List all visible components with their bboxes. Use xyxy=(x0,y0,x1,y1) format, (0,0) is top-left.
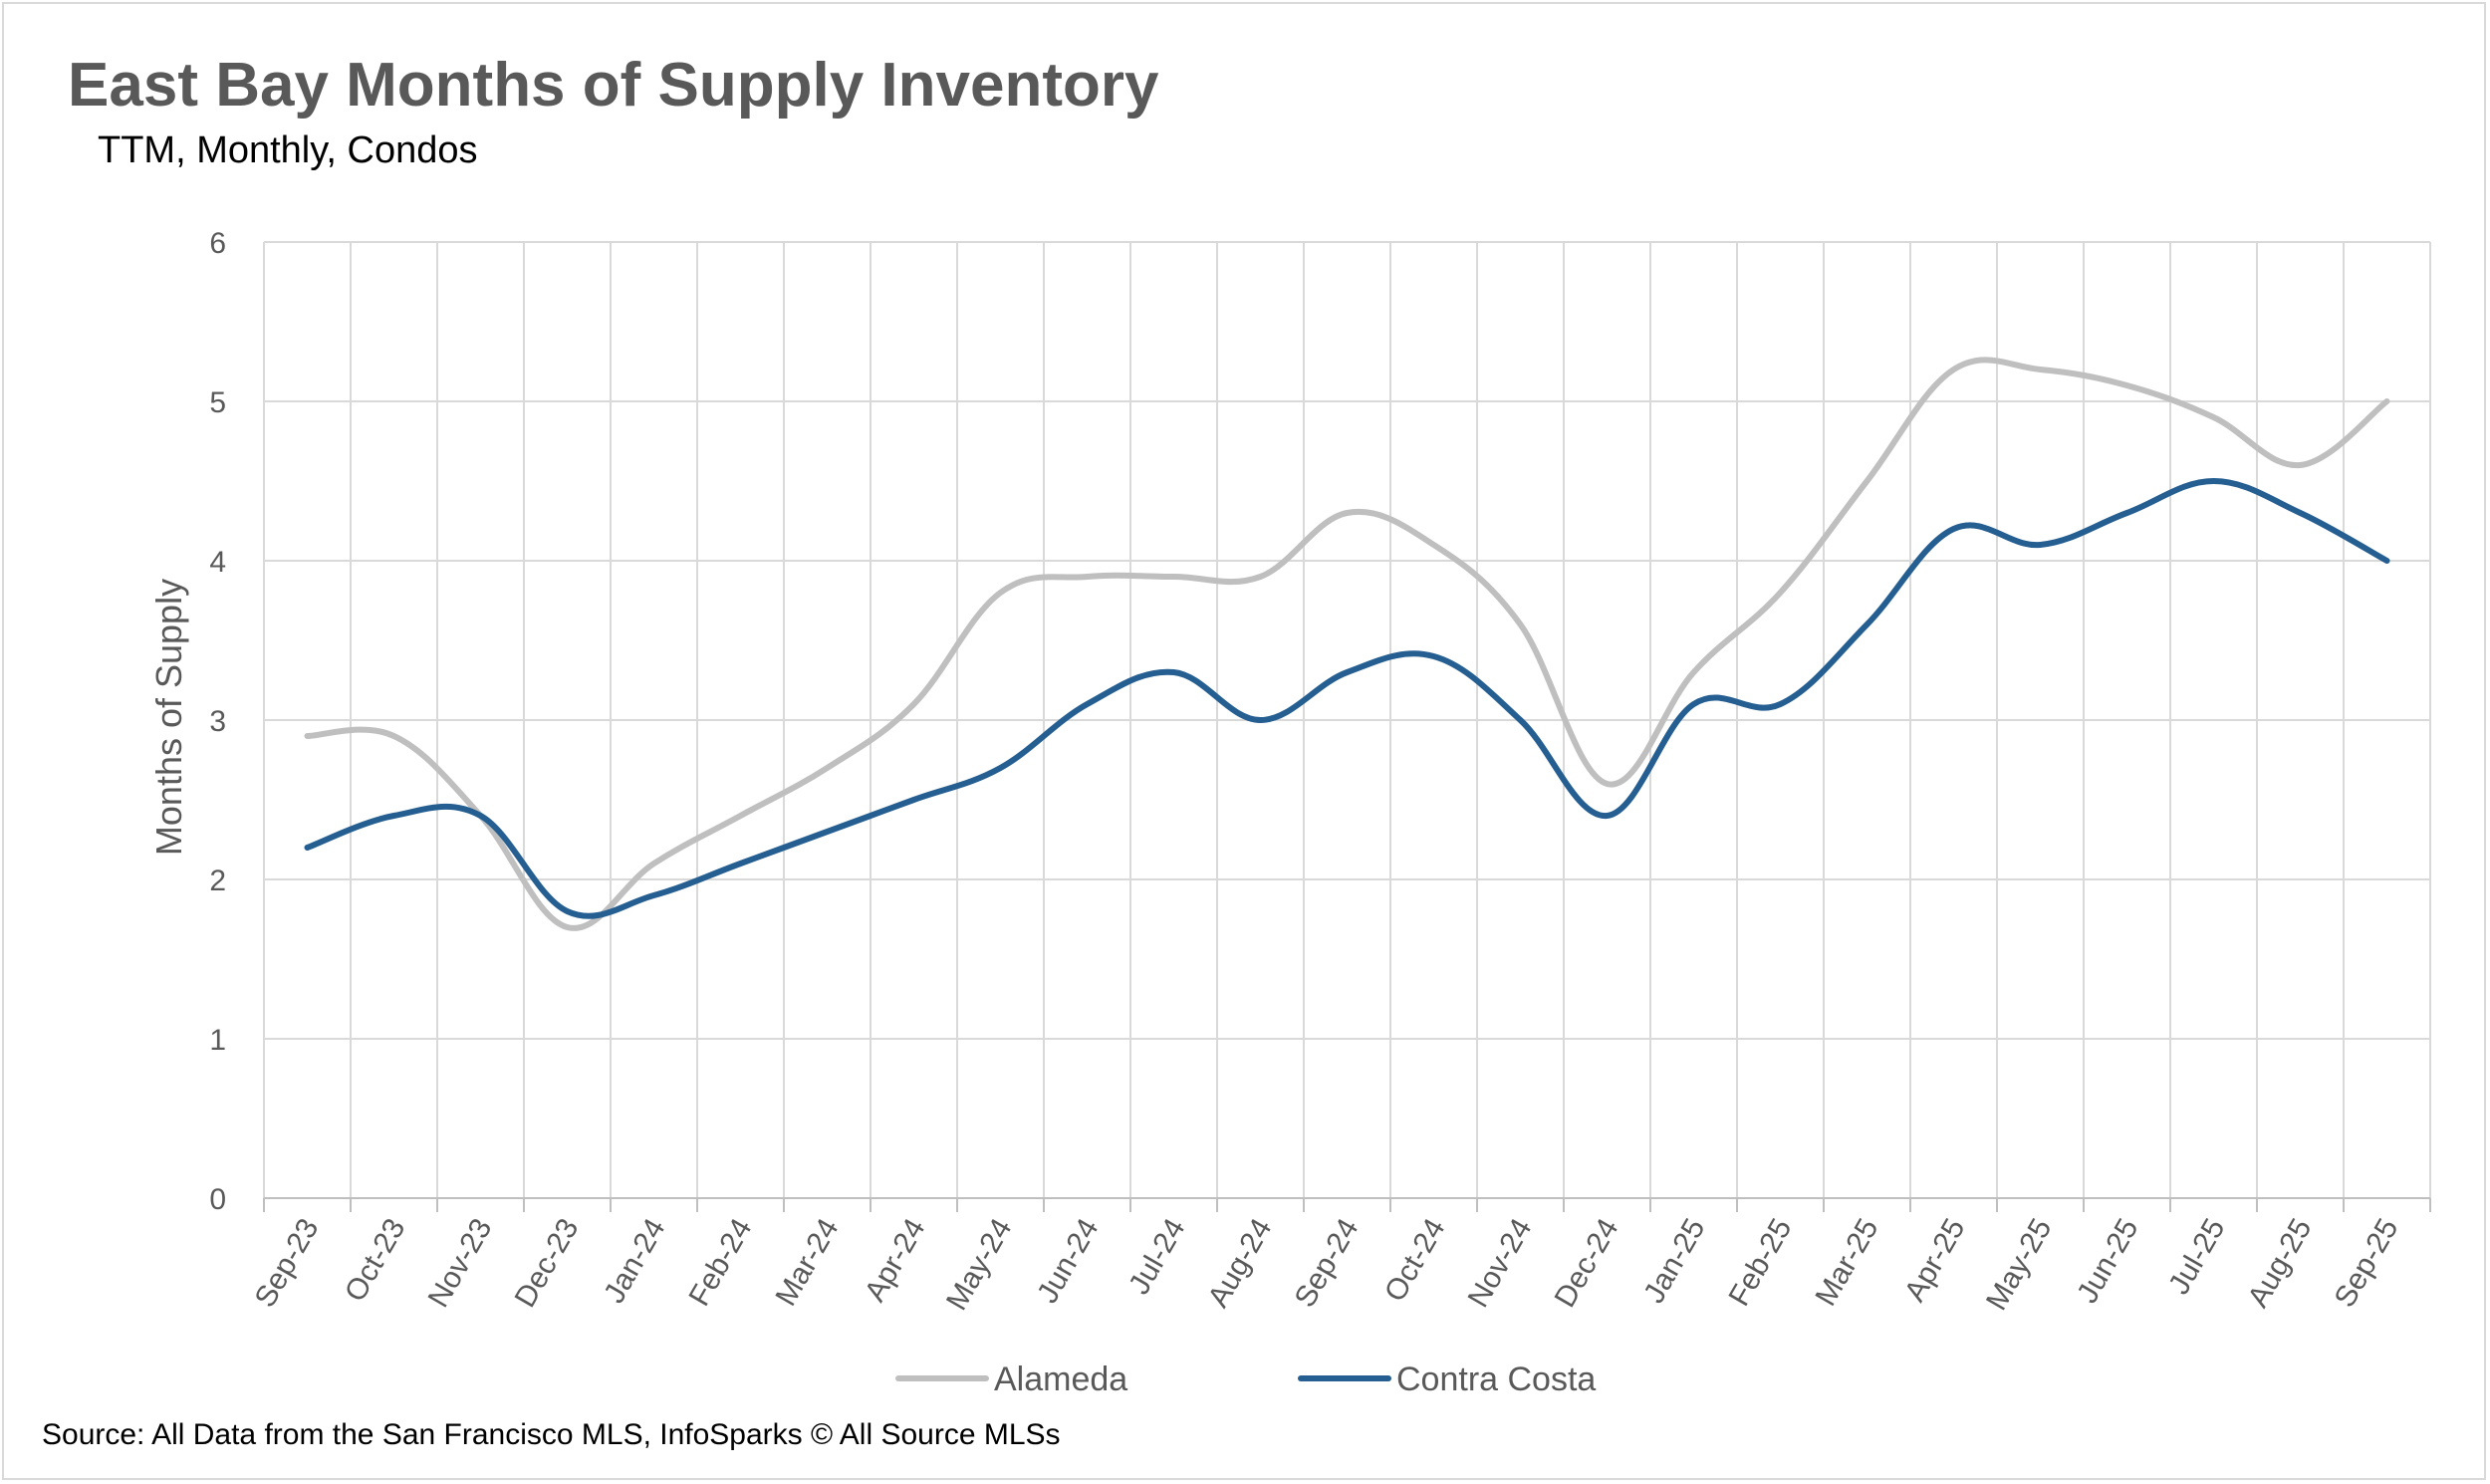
x-tick-label: Dec-24 xyxy=(1549,1213,1625,1313)
x-tick-label: Aug-25 xyxy=(2242,1213,2319,1313)
series-line-contra-costa xyxy=(304,478,2390,919)
y-tick-label: 2 xyxy=(209,865,226,897)
y-tick-label: 6 xyxy=(209,227,226,260)
x-tick-label: Jun-25 xyxy=(2071,1213,2144,1309)
x-axis-ticks: Sep-23 Oct-23 Nov-23 Dec-23 Jan-24 Feb-24 Mar-… xyxy=(249,1213,2405,1316)
x-tick-label: Sep-24 xyxy=(1289,1213,1366,1313)
x-tick-label: Oct-24 xyxy=(1378,1213,1452,1307)
x-tick-label: Dec-23 xyxy=(509,1213,586,1313)
chart-title: East Bay Months of Supply Inventory xyxy=(68,51,1159,120)
y-tick-label: 3 xyxy=(209,705,226,738)
x-axis xyxy=(263,1197,2431,1212)
legend: Alameda Contra Costa xyxy=(895,1360,1596,1398)
x-tick-label: Feb-24 xyxy=(682,1213,758,1312)
source-note: Source: All Data from the San Francisco … xyxy=(42,1418,1061,1451)
x-tick-label: Aug-24 xyxy=(1202,1213,1279,1313)
x-tick-label: Jan-24 xyxy=(598,1213,671,1309)
chart-subtitle: TTM, Monthly, Condos xyxy=(98,129,478,171)
x-tick-label: Sep-25 xyxy=(2329,1213,2405,1313)
x-tick-label: Jul-24 xyxy=(1122,1213,1191,1300)
y-tick-label: 4 xyxy=(209,546,226,579)
x-tick-label: Mar-25 xyxy=(1809,1213,1884,1312)
x-tick-label: Apr-24 xyxy=(859,1213,932,1307)
x-tick-label: Jan-25 xyxy=(1637,1213,1711,1309)
x-tick-label: Apr-25 xyxy=(1898,1213,1972,1307)
grid xyxy=(263,241,2431,1198)
x-tick-label: Jul-25 xyxy=(2162,1213,2231,1300)
x-tick-label: Oct-23 xyxy=(339,1213,412,1307)
y-tick-label: 5 xyxy=(209,386,226,419)
legend-label-contra-costa: Contra Costa xyxy=(1396,1360,1596,1398)
y-axis-ticks: 0 1 2 3 4 5 6 xyxy=(209,227,226,1216)
x-tick-label: Sep-23 xyxy=(249,1213,326,1313)
x-tick-label: Feb-25 xyxy=(1722,1213,1798,1312)
series-line-alameda xyxy=(304,357,2390,931)
legend-label-alameda: Alameda xyxy=(994,1360,1127,1398)
x-tick-label: Jun-24 xyxy=(1031,1213,1105,1309)
y-tick-label: 0 xyxy=(209,1183,226,1216)
x-tick-label: May-24 xyxy=(940,1213,1019,1316)
x-tick-label: May-25 xyxy=(1980,1213,2059,1316)
x-tick-label: Nov-23 xyxy=(422,1213,499,1313)
x-tick-label: Mar-24 xyxy=(769,1213,845,1312)
series-lines xyxy=(304,357,2390,931)
y-axis-title: Months of Supply xyxy=(148,579,189,856)
x-tick-label: Nov-24 xyxy=(1462,1213,1539,1313)
y-tick-label: 1 xyxy=(209,1024,226,1057)
